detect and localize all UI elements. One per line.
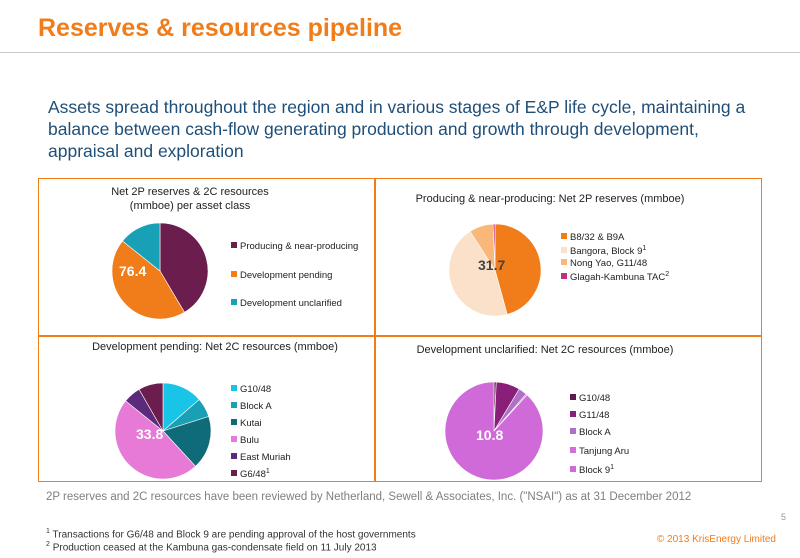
legend-swatch <box>570 466 576 473</box>
legend-swatch <box>231 436 237 442</box>
legend-label: Producing & near-producing <box>240 241 359 252</box>
legend-item: Block 91 <box>570 464 614 476</box>
legend-item: East Muriah <box>231 452 291 463</box>
legend-label: G6/48 <box>240 469 266 481</box>
pie-slice-g6-48 <box>138 382 164 433</box>
legend-item: Development pending <box>231 270 332 281</box>
legend-swatch <box>561 259 567 265</box>
chart-title: Development pending: Net 2C resources (m… <box>92 341 338 353</box>
legend-label: Block A <box>579 427 611 438</box>
pie-chart-svg <box>448 223 542 317</box>
legend-swatch <box>561 273 567 280</box>
pie-chart-svg <box>111 222 209 320</box>
legend-item: Bulu <box>231 435 259 446</box>
pie-chart-svg <box>114 382 212 480</box>
legend-label: Nong Yao, G11/48 <box>570 258 648 269</box>
legend-item: Block A <box>570 427 611 438</box>
pie-chart-svg <box>444 381 544 481</box>
legend-item: Nong Yao, G11/48 <box>561 258 647 269</box>
legend-swatch <box>570 411 576 417</box>
page-number: 5 <box>780 512 786 522</box>
legend-label: G11/48 <box>579 410 610 421</box>
legend-swatch <box>231 419 237 425</box>
legend-swatch <box>570 428 576 434</box>
legend-swatch <box>231 453 237 459</box>
legend-item: Glagah-Kambuna TAC2 <box>561 271 669 283</box>
chart-grid <box>38 178 762 482</box>
grid-horizontal-divider <box>39 335 761 337</box>
chart-title: Net 2P reserves & 2C resources (mmboe) p… <box>111 186 269 212</box>
legend-label: Glagah-Kambuna TAC <box>570 272 666 284</box>
legend-item: G6/481 <box>231 468 270 480</box>
title-divider <box>0 52 800 53</box>
pie-slice-producing-near-producing <box>159 222 209 313</box>
footnote-2: 2 Production ceased at the Kambuna gas-c… <box>46 541 377 553</box>
review-note: 2P reserves and 2C resources have been r… <box>46 491 692 503</box>
footnote-mark: 2 <box>46 541 50 548</box>
footnote-mark: 1 <box>46 528 50 535</box>
legend-swatch <box>231 470 237 477</box>
legend-label: Development unclarified <box>240 298 342 309</box>
pie-slice-glagah-kambuna-tac <box>492 223 496 271</box>
legend-label: Development pending <box>240 270 333 281</box>
legend-footnote-mark: 1 <box>265 468 270 475</box>
legend-footnote-mark: 2 <box>665 271 670 278</box>
legend-item: Tanjung Aru <box>570 446 629 457</box>
footnote-text: Transactions for G6/48 and Block 9 are p… <box>52 529 416 541</box>
legend-item: G11/48 <box>570 410 609 421</box>
legend-swatch <box>570 394 576 400</box>
pie-slice-development-pending <box>111 240 185 320</box>
chart-title: Development unclarified: Net 2C resource… <box>416 344 674 356</box>
page-subtitle: Assets spread throughout the region and … <box>48 97 746 161</box>
legend-label: Bulu <box>240 435 260 446</box>
footnote-1: 1 Transactions for G6/48 and Block 9 are… <box>46 528 416 540</box>
pie-slice-b8-32-b9a <box>494 223 542 315</box>
legend-footnote-mark: 1 <box>642 245 647 252</box>
grid-vertical-divider <box>374 179 376 481</box>
legend-footnote-mark: 1 <box>610 464 615 471</box>
pie-slice-kutai <box>162 416 212 467</box>
legend-swatch <box>561 233 567 239</box>
pie-total-label: 10.8 <box>476 427 504 443</box>
legend-label: B8/32 & B9A <box>570 232 625 243</box>
legend-swatch <box>231 271 237 277</box>
legend-label: Block A <box>240 401 272 412</box>
pie-slice-bangora-block-9 <box>448 230 508 317</box>
pie-slice-block-9 <box>444 381 544 481</box>
legend-label: G10/48 <box>579 393 611 404</box>
chart-title: Producing & near-producing: Net 2P reser… <box>415 193 685 205</box>
legend-item: Producing & near-producing <box>231 241 358 252</box>
legend-label: G10/48 <box>240 384 272 395</box>
legend-swatch <box>231 385 237 391</box>
pie-slice-development-unclarified <box>122 222 161 272</box>
legend-item: G10/48 <box>570 393 610 404</box>
page-title: Reserves & resources pipeline <box>38 14 403 42</box>
pie-total-label: 76.4 <box>119 263 147 279</box>
legend-label: Tanjung Aru <box>579 446 630 457</box>
footnote-text: Production ceased at the Kambuna gas-con… <box>52 542 377 554</box>
legend-swatch <box>231 299 237 305</box>
legend-item: Block A <box>231 401 272 412</box>
legend-swatch <box>570 447 576 453</box>
pie-slice-bulu <box>114 400 196 480</box>
legend-item: G10/48 <box>231 384 271 395</box>
legend-swatch <box>231 242 237 248</box>
legend-swatch <box>231 402 237 408</box>
copyright: © 2013 KrisEnergy Limited <box>656 534 776 545</box>
legend-swatch <box>561 247 567 254</box>
pie-total-label: 31.7 <box>478 257 506 273</box>
pie-total-label: 33.8 <box>136 426 164 442</box>
legend-label: Bangora, Block 9 <box>570 246 643 258</box>
legend-item: Development unclarified <box>231 298 342 309</box>
legend-item: Bangora, Block 91 <box>561 245 646 257</box>
legend-label: Block 9 <box>579 465 611 477</box>
legend-item: Kutai <box>231 418 262 429</box>
legend-label: East Muriah <box>240 452 291 463</box>
legend-item: B8/32 & B9A <box>561 232 624 243</box>
legend-label: Kutai <box>240 418 262 429</box>
